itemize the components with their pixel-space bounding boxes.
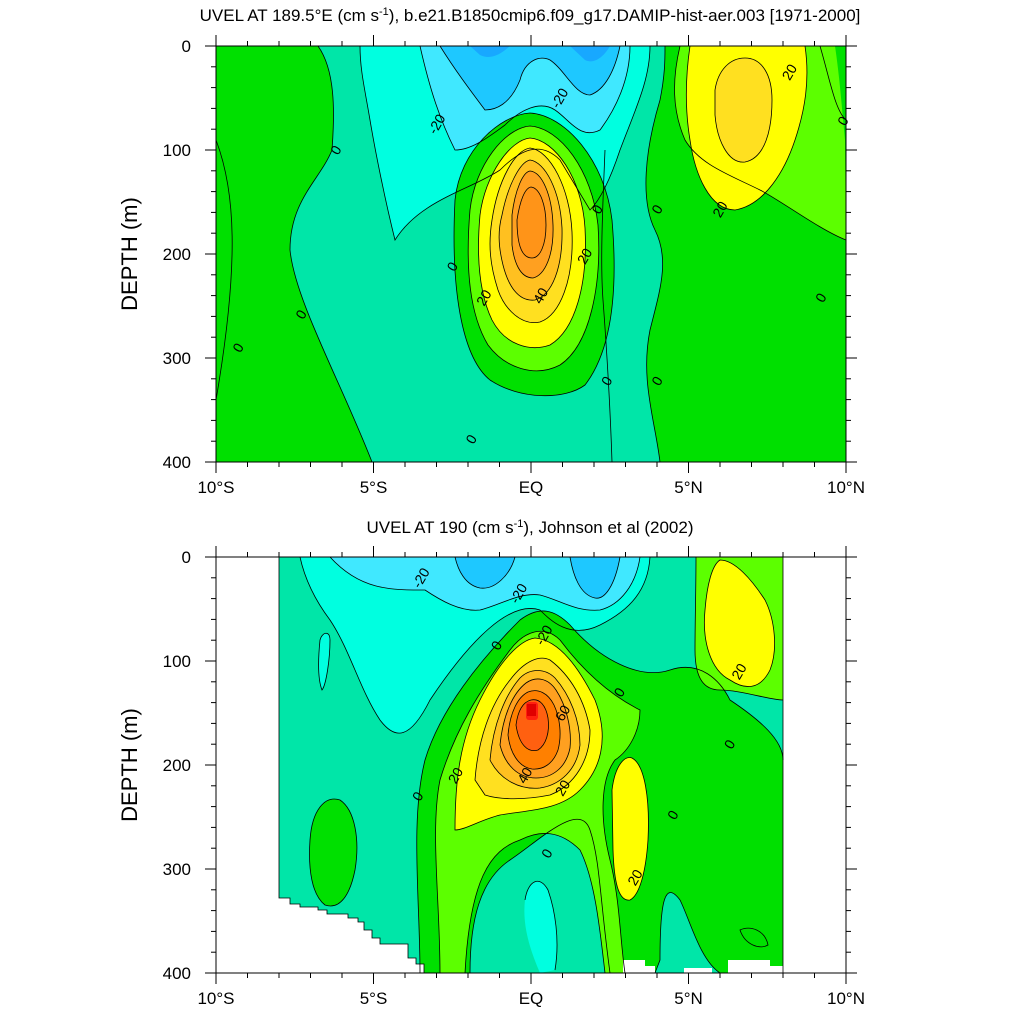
x-tick-label: 10°S (197, 989, 234, 1008)
y-tick-label: 0 (182, 548, 191, 567)
contour-label: 40 (530, 285, 552, 307)
contour-label: 20 (574, 245, 596, 267)
y-tick-label: 400 (163, 964, 191, 983)
contour-label: 20 (709, 198, 731, 220)
x-tick-label: EQ (519, 478, 544, 497)
x-tick-label: 5°N (674, 478, 703, 497)
contour-label: 20 (624, 866, 646, 888)
x-tick-label: EQ (519, 989, 544, 1008)
panel-1-contour-lines (216, 46, 846, 462)
y-tick-label: 0 (182, 37, 191, 56)
x-tick-label: 5°N (674, 989, 703, 1008)
contour-label: 20 (552, 777, 574, 799)
y-tick-label: 200 (163, 756, 191, 775)
panel-observations: UVEL AT 190 (cm s-1), Johnson et al (200… (117, 518, 865, 1008)
contour-label: 20 (778, 61, 800, 83)
panel-2-y-axis-title: DEPTH (m) (117, 708, 142, 822)
contour-label: 40 (514, 764, 536, 786)
panel-1-contour-fill (216, 46, 846, 462)
panel-2-axes: 10°S 5°S EQ 5°N 10°N 0 100 200 300 400 (163, 546, 865, 1008)
x-tick-label: 5°S (360, 989, 388, 1008)
y-tick-label: 300 (163, 860, 191, 879)
panel-model: UVEL AT 189.5°E (cm s-1), b.e21.B1850cmi… (117, 6, 865, 497)
y-tick-label: 100 (163, 141, 191, 160)
x-tick-label: 5°S (360, 478, 388, 497)
y-tick-label: 100 (163, 652, 191, 671)
x-tick-label: 10°S (197, 478, 234, 497)
x-tick-label: 10°N (827, 989, 865, 1008)
contour-label: 20 (728, 660, 750, 682)
y-tick-label: 200 (163, 245, 191, 264)
panel-2-title: UVEL AT 190 (cm s-1), Johnson et al (200… (367, 518, 694, 537)
y-tick-label: 400 (163, 453, 191, 472)
contour-label: 20 (445, 764, 467, 786)
x-tick-label: 10°N (827, 478, 865, 497)
panel-1-y-axis-title: DEPTH (m) (117, 197, 142, 311)
contour-label: 20 (473, 287, 495, 309)
panel-2-contour-lines (278, 557, 784, 973)
panel-1-axes: 10°S 5°S EQ 5°N 10°N 0 100 200 300 400 (163, 35, 865, 497)
y-tick-label: 300 (163, 349, 191, 368)
contour-label: 60 (552, 702, 574, 724)
panel-1-title: UVEL AT 189.5°E (cm s-1), b.e21.B1850cmi… (200, 6, 861, 25)
panel-2-contour-fill (279, 557, 783, 973)
